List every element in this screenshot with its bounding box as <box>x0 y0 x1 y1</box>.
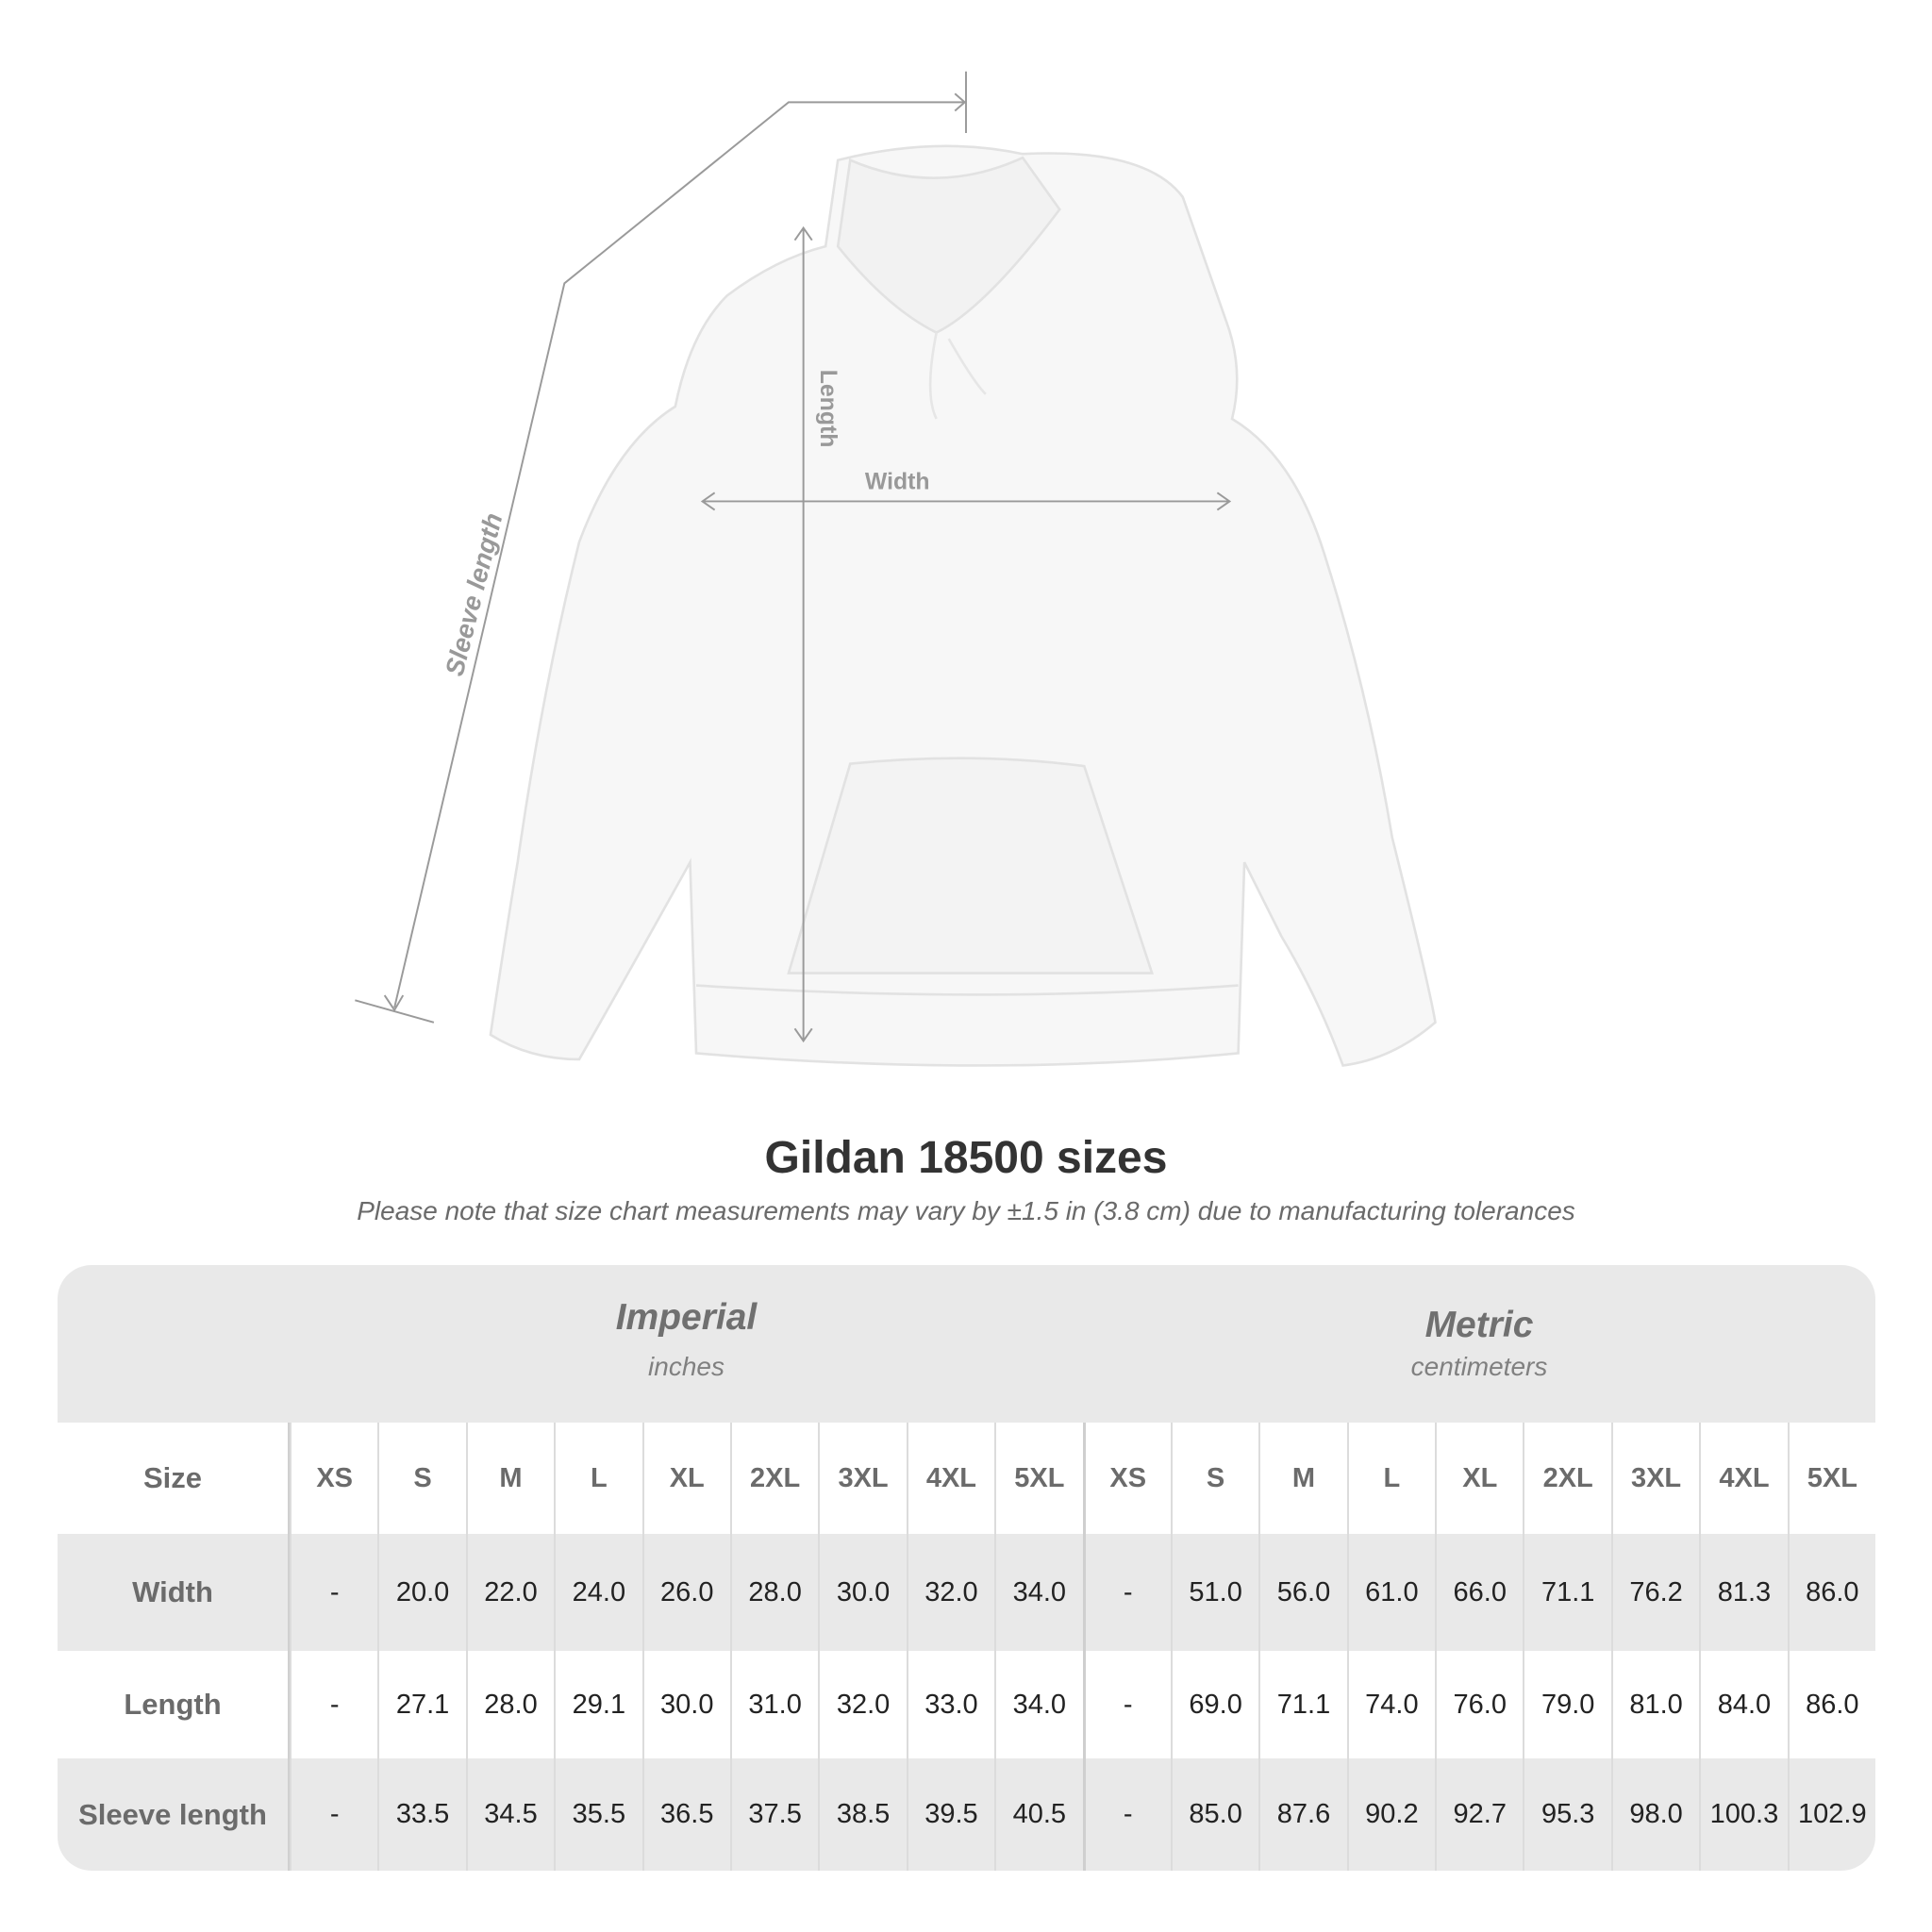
imperial-value-cell: 40.5 <box>994 1758 1082 1871</box>
imperial-value-cell: 31.0 <box>729 1651 818 1758</box>
size-header-cell: 2XL <box>729 1423 818 1534</box>
row-label: Length <box>58 1651 290 1758</box>
imperial-value-cell: 34.0 <box>994 1534 1082 1651</box>
size-header-cell: 3XL <box>818 1423 906 1534</box>
size-table: Imperial inches Metric centimeters Size X… <box>58 1265 1875 1871</box>
imperial-value-cell: 37.5 <box>729 1758 818 1871</box>
size-header-cell: 4XL <box>1699 1423 1787 1534</box>
metric-value-cell: 51.0 <box>1170 1534 1258 1651</box>
length-arrow <box>793 225 813 1043</box>
imperial-value-cell: 34.0 <box>994 1651 1082 1758</box>
metric-value-cell: 81.0 <box>1610 1651 1699 1758</box>
imperial-value-cell: - <box>290 1534 377 1651</box>
width-arrow <box>700 491 1232 511</box>
metric-value-cell: 100.3 <box>1699 1758 1787 1871</box>
imperial-value-cell: 39.5 <box>906 1758 994 1871</box>
size-header-cell: L <box>1346 1423 1435 1534</box>
imperial-value-cell: 26.0 <box>641 1534 730 1651</box>
imperial-value-cell: 36.5 <box>641 1758 730 1871</box>
metric-value-cell: 66.0 <box>1435 1534 1523 1651</box>
unit-header: Imperial inches Metric centimeters <box>58 1265 1875 1423</box>
tolerance-note: Please note that size chart measurements… <box>357 1196 1575 1225</box>
metric-unit: centimeters <box>1410 1352 1548 1381</box>
size-header-cell: 5XL <box>994 1423 1082 1534</box>
measurement-lines <box>355 71 1232 1043</box>
metric-value-cell: 87.6 <box>1258 1758 1346 1871</box>
metric-value-cell: - <box>1082 1534 1171 1651</box>
imperial-value-cell: - <box>290 1758 377 1871</box>
imperial-value-cell: 28.0 <box>465 1651 554 1758</box>
size-header-cell: S <box>377 1423 465 1534</box>
imperial-value-cell: 29.1 <box>554 1651 641 1758</box>
metric-value-cell: 85.0 <box>1170 1758 1258 1871</box>
metric-value-cell: - <box>1082 1758 1171 1871</box>
length-label: Length <box>815 370 841 448</box>
metric-value-cell: 56.0 <box>1258 1534 1346 1651</box>
size-header-cell: XS <box>290 1423 377 1534</box>
width-label: Width <box>865 469 930 494</box>
metric-value-cell: 71.1 <box>1258 1651 1346 1758</box>
hoodie-illustration: Length Width Sleeve length <box>355 71 1437 1067</box>
metric-value-cell: 86.0 <box>1787 1534 1875 1651</box>
page-title: Gildan 18500 sizes <box>764 1133 1168 1183</box>
table-row: Sleeve length -33.5 34.5 35.5 36.5 37.5 38.5 39… <box>58 1758 1875 1871</box>
imperial-value-cell: - <box>290 1651 377 1758</box>
metric-value-cell: 92.7 <box>1435 1758 1523 1871</box>
size-header-cell: XS <box>1082 1423 1171 1534</box>
metric-value-cell: 84.0 <box>1699 1651 1787 1758</box>
imperial-value-cell: 24.0 <box>554 1534 641 1651</box>
imperial-header: Imperial inches <box>290 1297 1083 1382</box>
row-label: Sleeve length <box>58 1758 290 1871</box>
metric-header: Metric centimeters <box>1083 1305 1875 1382</box>
size-header-row: Size XS S M L XL 2XL 3XL 4XL 5XL XS S M L XL 2XL 3XL 4XL 5… <box>58 1423 1875 1534</box>
size-header-cell: L <box>554 1423 641 1534</box>
size-header-cell: M <box>465 1423 554 1534</box>
metric-value-cell: - <box>1082 1651 1171 1758</box>
imperial-value-cell: 38.5 <box>818 1758 906 1871</box>
row-label: Width <box>58 1534 290 1651</box>
table-row: Length -27.1 28.0 29.1 30.0 31.0 32.0 33.0 34.0-… <box>58 1651 1875 1758</box>
imperial-value-cell: 34.5 <box>465 1758 554 1871</box>
metric-value-cell: 90.2 <box>1346 1758 1435 1871</box>
metric-value-cell: 79.0 <box>1523 1651 1610 1758</box>
imperial-value-cell: 28.0 <box>729 1534 818 1651</box>
imperial-value-cell: 30.0 <box>818 1534 906 1651</box>
imperial-value-cell: 20.0 <box>377 1534 465 1651</box>
metric-value-cell: 76.2 <box>1610 1534 1699 1651</box>
size-header-cell: 4XL <box>906 1423 994 1534</box>
metric-value-cell: 76.0 <box>1435 1651 1523 1758</box>
size-header-cell: M <box>1258 1423 1346 1534</box>
imperial-value-cell: 32.0 <box>818 1651 906 1758</box>
metric-value-cell: 61.0 <box>1346 1534 1435 1651</box>
imperial-unit: inches <box>648 1352 724 1381</box>
metric-value-cell: 71.1 <box>1523 1534 1610 1651</box>
metric-title: Metric <box>1424 1305 1534 1345</box>
imperial-value-cell: 32.0 <box>906 1534 994 1651</box>
imperial-value-cell: 33.5 <box>377 1758 465 1871</box>
size-header-cell: 2XL <box>1523 1423 1610 1534</box>
row-label: Size <box>58 1423 290 1534</box>
size-header-cell: XL <box>641 1423 730 1534</box>
imperial-value-cell: 35.5 <box>554 1758 641 1871</box>
metric-value-cell: 74.0 <box>1346 1651 1435 1758</box>
size-header-cell: 3XL <box>1610 1423 1699 1534</box>
table-row: Width -20.0 22.0 24.0 26.0 28.0 30.0 32.0 34.0-5… <box>58 1534 1875 1651</box>
metric-value-cell: 102.9 <box>1787 1758 1875 1871</box>
imperial-value-cell: 33.0 <box>906 1651 994 1758</box>
imperial-value-cell: 30.0 <box>641 1651 730 1758</box>
metric-value-cell: 95.3 <box>1523 1758 1610 1871</box>
metric-value-cell: 69.0 <box>1170 1651 1258 1758</box>
metric-value-cell: 98.0 <box>1610 1758 1699 1871</box>
sleeve-length-label: Sleeve length <box>440 510 508 679</box>
imperial-title: Imperial <box>615 1297 758 1338</box>
imperial-value-cell: 27.1 <box>377 1651 465 1758</box>
size-header-cell: 5XL <box>1787 1423 1875 1534</box>
metric-value-cell: 86.0 <box>1787 1651 1875 1758</box>
size-header-cell: S <box>1170 1423 1258 1534</box>
hoodie-image <box>489 144 1437 1067</box>
imperial-value-cell: 22.0 <box>465 1534 554 1651</box>
metric-value-cell: 81.3 <box>1699 1534 1787 1651</box>
size-header-cell: XL <box>1435 1423 1523 1534</box>
